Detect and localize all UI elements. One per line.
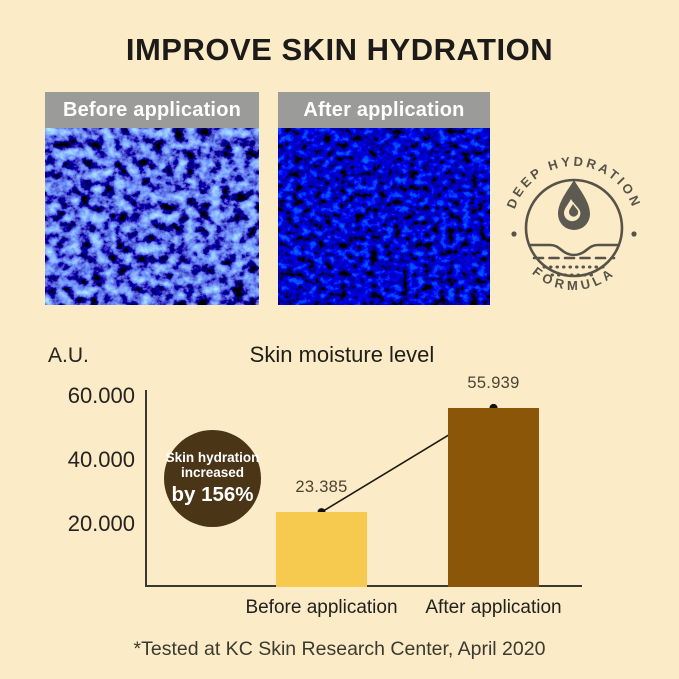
deep-hydration-formula-badge: DEEP HYDRATION FORMULA bbox=[503, 154, 641, 293]
before-application-panel: Before application bbox=[45, 92, 259, 305]
badge-arc-bottom-text: FORMULA bbox=[530, 264, 619, 293]
annotation-line-2: increased bbox=[180, 465, 245, 481]
x-category-label: After application bbox=[425, 597, 562, 618]
after-application-panel: After application bbox=[278, 92, 490, 305]
bar-after bbox=[448, 407, 539, 587]
badge-left-dot bbox=[511, 231, 517, 237]
after-application-microscopy-image bbox=[278, 128, 490, 305]
water-drop-skin-layers-icon bbox=[528, 180, 620, 277]
annotation-line-3: by 156% bbox=[171, 482, 254, 506]
before-application-header-label: Before application bbox=[45, 92, 259, 128]
y-tick-label: 40.000 bbox=[67, 446, 135, 472]
y-tick-label: 20.000 bbox=[67, 510, 135, 536]
chart-title: Skin moisture level bbox=[249, 342, 435, 367]
footnote-text: *Tested at KC Skin Research Center, Apri… bbox=[133, 638, 546, 660]
bar-value-label: 55.939 bbox=[467, 373, 520, 392]
bar-before bbox=[276, 512, 367, 587]
y-tick-label: 60.000 bbox=[67, 382, 135, 408]
before-application-microscopy-image bbox=[45, 128, 259, 305]
annotation-line-1: Skin hydration bbox=[165, 449, 260, 465]
badge-right-dot bbox=[631, 231, 637, 237]
x-category-label: Before application bbox=[245, 597, 398, 618]
y-axis-unit-label: A.U. bbox=[48, 344, 89, 367]
after-application-header-label: After application bbox=[278, 92, 490, 128]
bar-value-label: 23.385 bbox=[295, 478, 348, 497]
page-title: IMPROVE SKIN HYDRATION bbox=[125, 32, 554, 67]
increase-annotation-badge: Skin hydration increased by 156% bbox=[164, 430, 261, 527]
chart-area: A.U. Skin moisture level Skin hydration … bbox=[0, 330, 679, 650]
